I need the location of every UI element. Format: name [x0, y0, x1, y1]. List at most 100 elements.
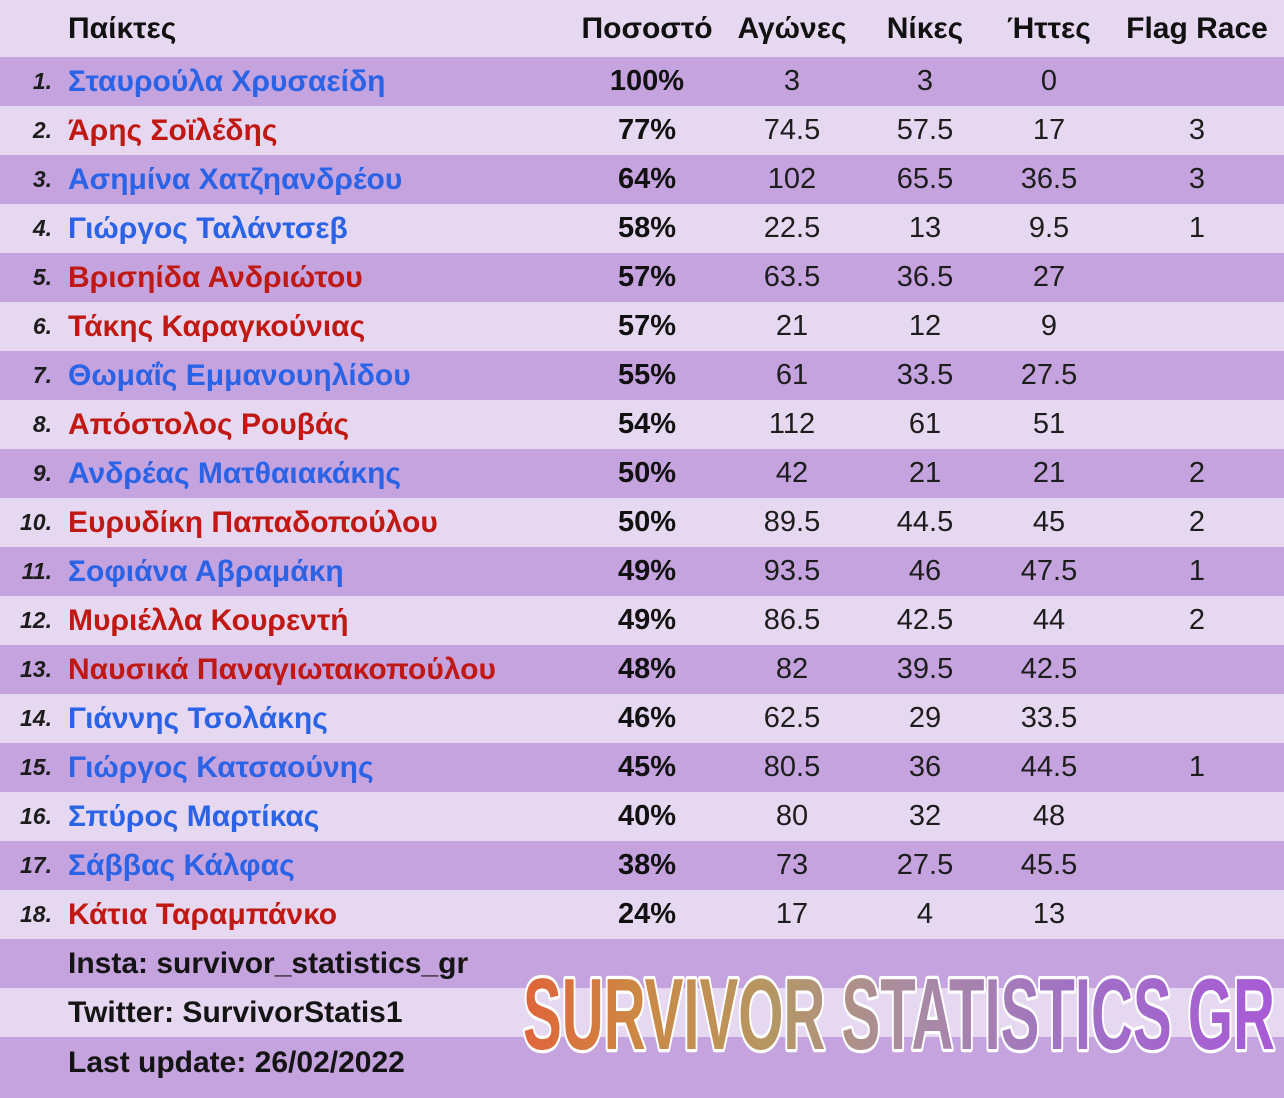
flag-race-value: 1	[1188, 751, 1206, 783]
table-row: 2. Άρης Σοϊλέδης 77% 74.5 57.5 17 3	[0, 106, 1284, 155]
column-header-losses: Ήττες	[1007, 11, 1091, 45]
losses-value: 47.5	[1020, 555, 1078, 587]
wins-value: 61	[908, 408, 942, 440]
games-value: 3	[783, 65, 801, 97]
rank-label: 7.	[32, 362, 52, 388]
percentage-value: 40%	[617, 800, 677, 832]
wins-value: 44.5	[896, 506, 954, 538]
player-name: Γιάννης Τσολάκης	[68, 701, 328, 735]
rank-label: 8.	[32, 411, 52, 437]
flag-race-value: 3	[1188, 114, 1206, 146]
table-row: 18. Κάτια Ταραμπάνκο 24% 17 4 13	[0, 890, 1284, 939]
games-value: 112	[768, 408, 816, 440]
percentage-value: 45%	[617, 751, 677, 783]
player-name: Γιώργος Κατσαούνης	[68, 750, 374, 784]
percentage-value: 24%	[617, 898, 677, 930]
rank-label: 15.	[20, 754, 52, 780]
wins-value: 46	[908, 555, 942, 587]
games-value: 22.5	[763, 212, 821, 244]
player-name: Σοφιάνα Αβραμάκη	[68, 554, 344, 588]
table-row: 3. Ασημίνα Χατζηανδρέου 64% 102 65.5 36.…	[0, 155, 1284, 204]
percentage-value: 46%	[617, 702, 677, 734]
games-value: 42	[775, 457, 809, 489]
table-row: 7. Θωμαΐς Εμμανουηλίδου 55% 61 33.5 27.5	[0, 351, 1284, 400]
table-row: 4. Γιώργος Ταλάντσεβ 58% 22.5 13 9.5 1	[0, 204, 1284, 253]
games-value: 61	[775, 359, 809, 391]
flag-race-value: 2	[1188, 457, 1206, 489]
column-header-flag-race: Flag Race	[1126, 11, 1268, 45]
table-row: 14. Γιάννης Τσολάκης 46% 62.5 29 33.5	[0, 694, 1284, 743]
losses-value: 21	[1032, 457, 1066, 489]
games-value: 62.5	[763, 702, 821, 734]
player-name: Θωμαΐς Εμμανουηλίδου	[68, 358, 411, 392]
losses-value: 44	[1032, 604, 1066, 636]
losses-value: 33.5	[1020, 702, 1078, 734]
player-name: Σπύρος Μαρτίκας	[68, 799, 320, 833]
wins-value: 57.5	[896, 114, 954, 146]
rank-label: 14.	[20, 705, 52, 731]
games-value: 21	[775, 310, 809, 342]
wins-value: 12	[908, 310, 942, 342]
percentage-value: 54%	[617, 408, 677, 440]
losses-value: 36.5	[1020, 163, 1078, 195]
rank-label: 17.	[20, 852, 52, 878]
games-value: 89.5	[763, 506, 821, 538]
player-name: Απόστολος Ρουβάς	[68, 407, 350, 441]
table-row: 1. Σταυρούλα Χρυσαείδη 100% 3 3 0	[0, 57, 1284, 106]
player-name: Ασημίνα Χατζηανδρέου	[68, 162, 403, 196]
rank-label: 5.	[32, 264, 52, 290]
percentage-value: 49%	[617, 555, 677, 587]
games-value: 17	[775, 898, 809, 930]
percentage-value: 100%	[609, 65, 685, 97]
table-row: 10. Ευρυδίκη Παπαδοπούλου 50% 89.5 44.5 …	[0, 498, 1284, 547]
table-header-row: Παίκτες Ποσοστό Αγώνες Νίκες Ήττες Flag …	[0, 0, 1284, 57]
wins-value: 42.5	[896, 604, 954, 636]
table-row: 11. Σοφιάνα Αβραμάκη 49% 93.5 46 47.5 1	[0, 547, 1284, 596]
twitter-handle: Twitter: SurvivorStatis1	[0, 988, 1284, 1037]
player-name: Σάββας Κάλφας	[68, 848, 295, 882]
flag-race-value: 3	[1188, 163, 1206, 195]
games-value: 93.5	[763, 555, 821, 587]
rank-label: 2.	[32, 117, 52, 143]
table-row: 6. Τάκης Καραγκούνιας 57% 21 12 9	[0, 302, 1284, 351]
rank-label: 12.	[20, 607, 52, 633]
rank-label: 1.	[32, 68, 52, 94]
games-value: 73	[775, 849, 809, 881]
losses-value: 44.5	[1020, 751, 1078, 783]
table-row: 13. Ναυσικά Παναγιωτακοπούλου 48% 82 39.…	[0, 645, 1284, 694]
percentage-value: 55%	[617, 359, 677, 391]
flag-race-value: 2	[1188, 506, 1206, 538]
column-header-wins: Νίκες	[886, 11, 964, 45]
table-row: 8. Απόστολος Ρουβάς 54% 112 61 51	[0, 400, 1284, 449]
losses-value: 42.5	[1020, 653, 1078, 685]
games-value: 102	[767, 163, 817, 195]
rank-label: 6.	[32, 313, 52, 339]
flag-race-value: 1	[1188, 555, 1206, 587]
table-row: 9. Ανδρέας Ματθαιακάκης 50% 42 21 21 2	[0, 449, 1284, 498]
wins-value: 27.5	[896, 849, 954, 881]
rank-label: 9.	[32, 460, 52, 486]
flag-race-value: 2	[1188, 604, 1206, 636]
player-name: Ανδρέας Ματθαιακάκης	[68, 456, 401, 490]
table-row: 16. Σπύρος Μαρτίκας 40% 80 32 48	[0, 792, 1284, 841]
percentage-value: 57%	[617, 310, 677, 342]
player-name: Βρισηίδα Ανδριώτου	[68, 260, 363, 294]
rank-label: 4.	[32, 215, 52, 241]
wins-value: 36	[908, 751, 942, 783]
rank-label: 3.	[32, 166, 52, 192]
losses-value: 48	[1032, 800, 1066, 832]
column-header-players: Παίκτες	[68, 11, 177, 45]
player-name: Ναυσικά Παναγιωτακοπούλου	[68, 652, 496, 686]
games-value: 74.5	[763, 114, 821, 146]
player-name: Άρης Σοϊλέδης	[68, 113, 278, 147]
losses-value: 27	[1032, 261, 1066, 293]
percentage-value: 49%	[617, 604, 677, 636]
player-name: Τάκης Καραγκούνιας	[68, 309, 366, 343]
rank-label: 11.	[21, 558, 52, 584]
instagram-handle: Insta: survivor_statistics_gr	[0, 939, 1284, 988]
wins-value: 21	[908, 457, 942, 489]
losses-value: 51	[1032, 408, 1066, 440]
column-header-games: Αγώνες	[737, 11, 847, 45]
losses-value: 45	[1032, 506, 1066, 538]
